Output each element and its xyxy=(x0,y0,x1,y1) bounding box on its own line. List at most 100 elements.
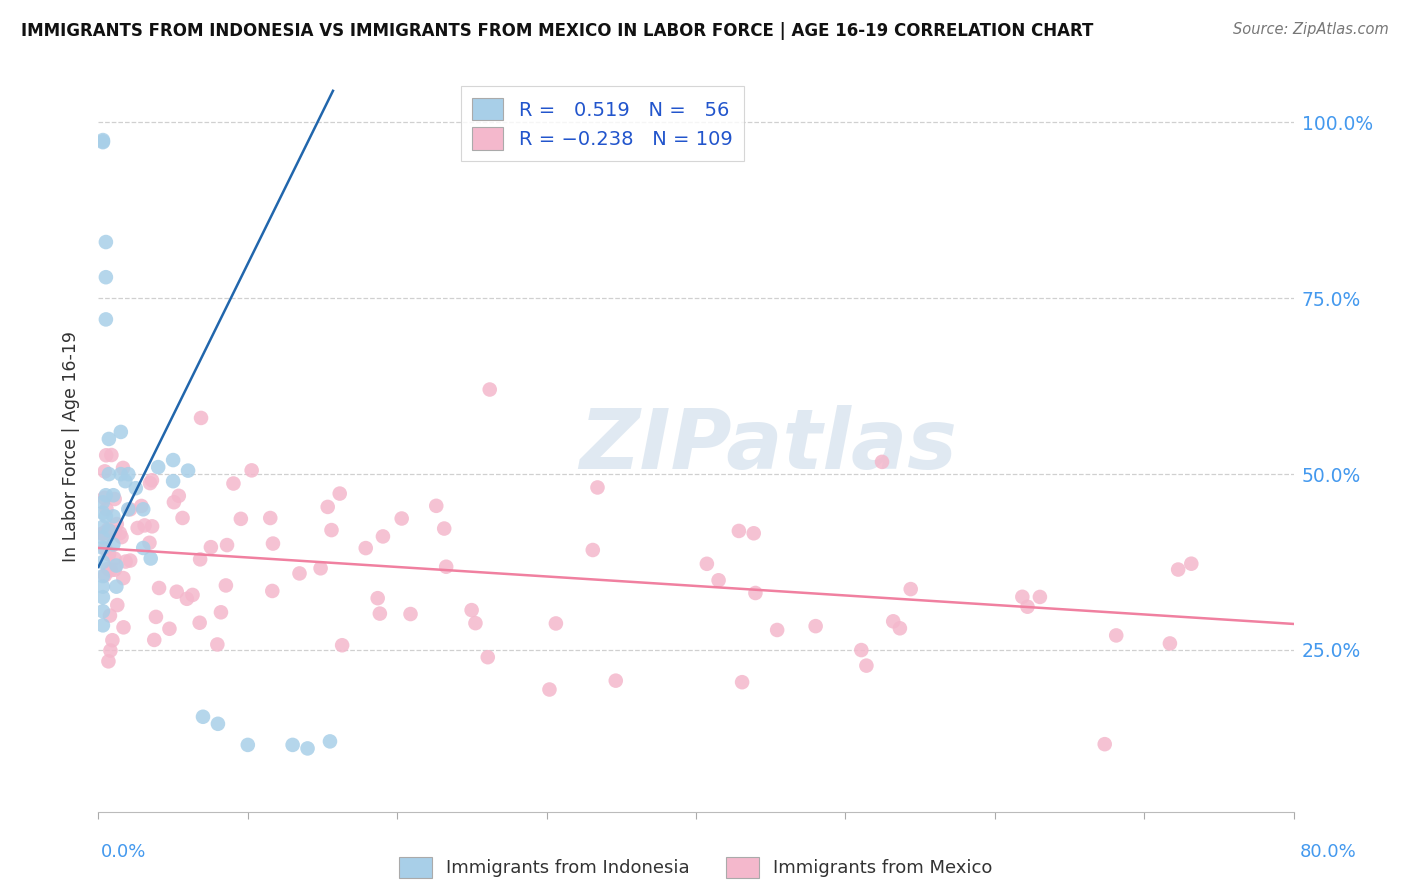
Point xyxy=(117,467,139,482)
Point xyxy=(97,524,120,538)
Point xyxy=(94,509,117,524)
Point xyxy=(91,495,114,509)
Point xyxy=(433,522,456,536)
Point xyxy=(145,610,167,624)
Point xyxy=(91,526,114,541)
Point xyxy=(103,509,125,524)
Point xyxy=(207,638,229,652)
Point xyxy=(97,467,120,482)
Point xyxy=(354,541,377,555)
Point xyxy=(112,461,135,475)
Point xyxy=(103,537,125,551)
Point xyxy=(188,552,211,566)
Point xyxy=(188,615,211,630)
Point xyxy=(696,557,718,571)
Point xyxy=(464,616,486,631)
Text: Source: ZipAtlas.com: Source: ZipAtlas.com xyxy=(1233,22,1389,37)
Point xyxy=(177,464,200,478)
Point xyxy=(162,453,184,467)
Point xyxy=(460,603,482,617)
Point xyxy=(229,512,252,526)
Point xyxy=(139,551,162,566)
Point xyxy=(91,541,114,555)
Point xyxy=(91,604,114,618)
Point xyxy=(101,633,124,648)
Point xyxy=(1180,557,1202,571)
Point xyxy=(889,621,911,635)
Point xyxy=(110,425,132,439)
Point xyxy=(215,578,238,592)
Point xyxy=(110,530,132,544)
Point xyxy=(200,540,222,554)
Point xyxy=(172,511,194,525)
Point xyxy=(105,580,128,594)
Point xyxy=(163,495,186,509)
Point xyxy=(104,563,127,577)
Text: 0.0%: 0.0% xyxy=(101,843,146,861)
Point xyxy=(855,658,877,673)
Point xyxy=(1029,590,1052,604)
Point xyxy=(94,488,117,502)
Point xyxy=(98,608,121,623)
Point xyxy=(1094,737,1116,751)
Point xyxy=(91,530,114,544)
Point xyxy=(141,473,163,487)
Point xyxy=(744,586,766,600)
Point xyxy=(368,607,391,621)
Point xyxy=(94,464,117,478)
Point xyxy=(91,135,114,149)
Point xyxy=(851,643,873,657)
Point xyxy=(391,511,413,525)
Point xyxy=(91,591,114,605)
Point xyxy=(882,615,904,629)
Point xyxy=(190,411,212,425)
Point xyxy=(112,620,135,634)
Point xyxy=(399,607,422,621)
Point xyxy=(731,675,754,690)
Point xyxy=(544,616,567,631)
Point xyxy=(707,574,730,588)
Point xyxy=(605,673,627,688)
Point xyxy=(167,489,190,503)
Point xyxy=(91,133,114,147)
Point xyxy=(94,312,117,326)
Point xyxy=(91,555,114,569)
Point xyxy=(91,618,114,632)
Point xyxy=(728,524,751,538)
Point xyxy=(114,555,136,569)
Point xyxy=(91,520,114,534)
Point xyxy=(804,619,827,633)
Point xyxy=(91,135,114,149)
Point xyxy=(281,738,304,752)
Point xyxy=(143,632,166,647)
Point xyxy=(91,526,114,541)
Point xyxy=(91,580,114,594)
Legend: Immigrants from Indonesia, Immigrants from Mexico: Immigrants from Indonesia, Immigrants fr… xyxy=(391,848,1001,887)
Point xyxy=(434,559,457,574)
Point xyxy=(125,481,148,495)
Point xyxy=(262,536,284,550)
Point xyxy=(215,538,238,552)
Point xyxy=(110,467,132,482)
Point xyxy=(100,643,122,657)
Point xyxy=(104,491,127,506)
Point xyxy=(91,569,114,583)
Point xyxy=(240,463,263,477)
Point xyxy=(98,527,121,541)
Point xyxy=(425,499,447,513)
Point xyxy=(742,526,765,541)
Point xyxy=(94,235,117,249)
Point xyxy=(93,491,115,505)
Point xyxy=(477,650,499,665)
Point xyxy=(148,460,170,475)
Point xyxy=(297,741,319,756)
Point xyxy=(103,551,125,566)
Point xyxy=(134,518,156,533)
Point xyxy=(259,511,281,525)
Point xyxy=(94,270,117,285)
Point xyxy=(478,383,501,397)
Point xyxy=(766,623,789,637)
Point xyxy=(96,448,118,462)
Point xyxy=(1167,563,1189,577)
Point xyxy=(98,548,121,562)
